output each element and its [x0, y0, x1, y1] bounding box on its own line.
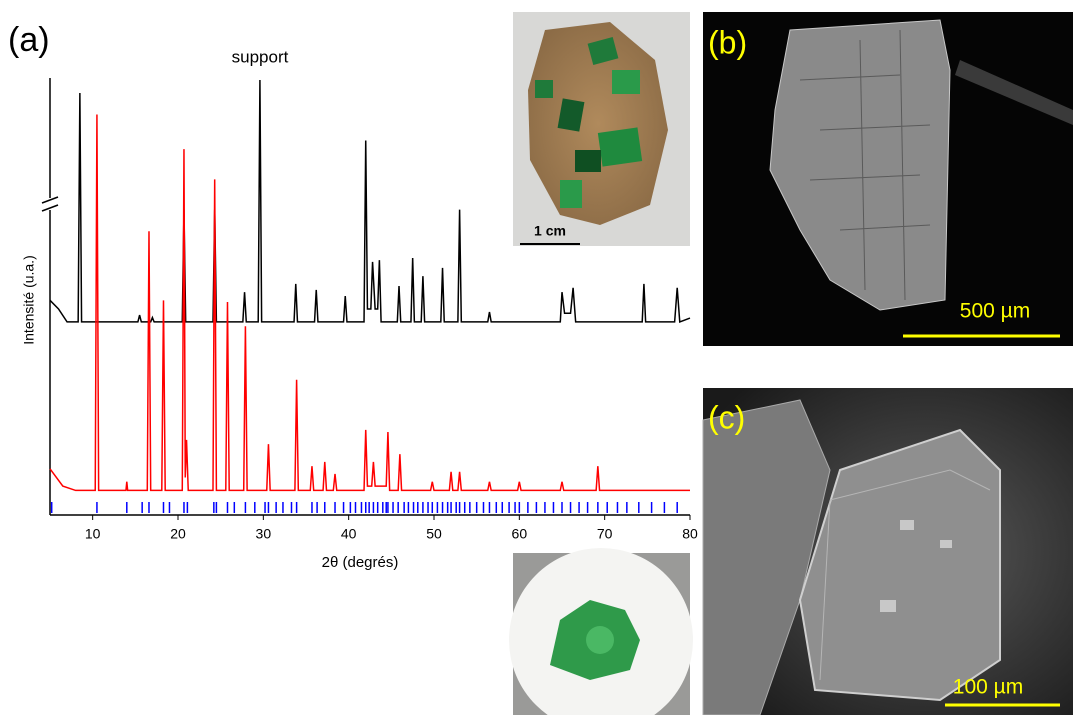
annotation: support: [232, 47, 289, 66]
x-tick-label: 60: [512, 526, 528, 542]
plot-area: 10 20 30 40 50 60 70 80: [49, 79, 698, 542]
axis-break: [41, 196, 59, 212]
x-tick-label: 30: [256, 526, 272, 542]
pattern-line: [49, 79, 691, 323]
x-tick-label: 80: [682, 526, 698, 542]
x-axis-label: 2θ (degrés): [322, 554, 399, 571]
sem-b-scale-label: 500 µm: [960, 300, 1030, 323]
sem-c-scale-label: 100 µm: [953, 676, 1023, 699]
x-tick-label: 20: [170, 526, 186, 542]
x-tick-label: 50: [426, 526, 442, 542]
x-tick-label: 70: [597, 526, 613, 542]
powder-photo: [509, 548, 693, 720]
panel-label: (c): [708, 399, 745, 435]
panel-label: (a): [8, 21, 50, 59]
photo-scale-label: 1 cm: [534, 223, 566, 239]
x-tick-label: 10: [85, 526, 101, 542]
panel-label: (b): [708, 24, 747, 60]
sem-image-b: 500 µm (b): [703, 12, 1073, 346]
pattern-line: [49, 114, 690, 492]
sem-image-c: 100 µm (c): [702, 388, 1073, 716]
mineral-photo: 1 cm: [513, 12, 690, 246]
x-tick-label: 40: [341, 526, 357, 542]
y-axis-label: Intensité (u.a.): [21, 255, 37, 345]
